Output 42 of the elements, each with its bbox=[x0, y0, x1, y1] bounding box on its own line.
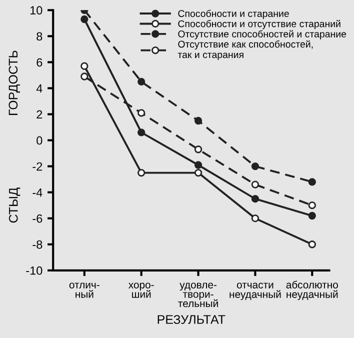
y-tick-label: -8 bbox=[32, 240, 42, 249]
y-tick-label: 10 bbox=[30, 6, 42, 15]
legend-label: Способности и отсутствие стараний bbox=[178, 20, 340, 30]
y-tick-label: 8 bbox=[36, 32, 42, 41]
point bbox=[194, 161, 202, 169]
point bbox=[138, 78, 146, 86]
legend-label: Отсутствие способностей и старание bbox=[178, 30, 346, 40]
x-tick-label: абсолютно неудачный bbox=[286, 280, 338, 300]
x-tick-label: удовле- твори- тельный bbox=[178, 282, 218, 308]
x-tick-label: отчасти неудачный bbox=[230, 282, 281, 300]
y-tick-label: 2 bbox=[36, 110, 42, 119]
text: СТЫД bbox=[8, 188, 20, 223]
point bbox=[194, 146, 202, 154]
point bbox=[194, 116, 202, 125]
point bbox=[138, 168, 146, 177]
point bbox=[308, 212, 316, 220]
legend-label: Способности и старание bbox=[178, 10, 289, 19]
point bbox=[80, 62, 88, 70]
x-axis-title: РЕЗУЛЬТАТ bbox=[158, 315, 226, 324]
point bbox=[251, 180, 260, 188]
point bbox=[194, 168, 202, 177]
point bbox=[138, 128, 146, 136]
legend-label: Отсутствие как способностей, так и старания bbox=[178, 40, 313, 60]
point bbox=[80, 72, 88, 80]
x-tick-label: отлич- ный bbox=[69, 282, 100, 298]
y-tick-label: 4 bbox=[36, 84, 42, 92]
point bbox=[308, 240, 316, 248]
y-tick-label: 6 bbox=[36, 58, 42, 67]
y-tick-label: -2 bbox=[32, 162, 42, 171]
point bbox=[138, 109, 146, 117]
point bbox=[308, 178, 316, 186]
point bbox=[251, 162, 260, 170]
point bbox=[251, 195, 260, 203]
y-tick-label: -4 bbox=[32, 188, 42, 197]
y-tick-label: 0 bbox=[36, 136, 42, 145]
point bbox=[308, 202, 316, 210]
y-tick-label: -6 bbox=[32, 214, 42, 223]
y-tick-label: -10 bbox=[26, 266, 42, 275]
x-tick-label: хоро- ший bbox=[128, 282, 154, 298]
y-axis-title: ГОРДОСТЬ bbox=[8, 50, 20, 115]
point bbox=[80, 15, 88, 24]
point bbox=[251, 214, 260, 222]
